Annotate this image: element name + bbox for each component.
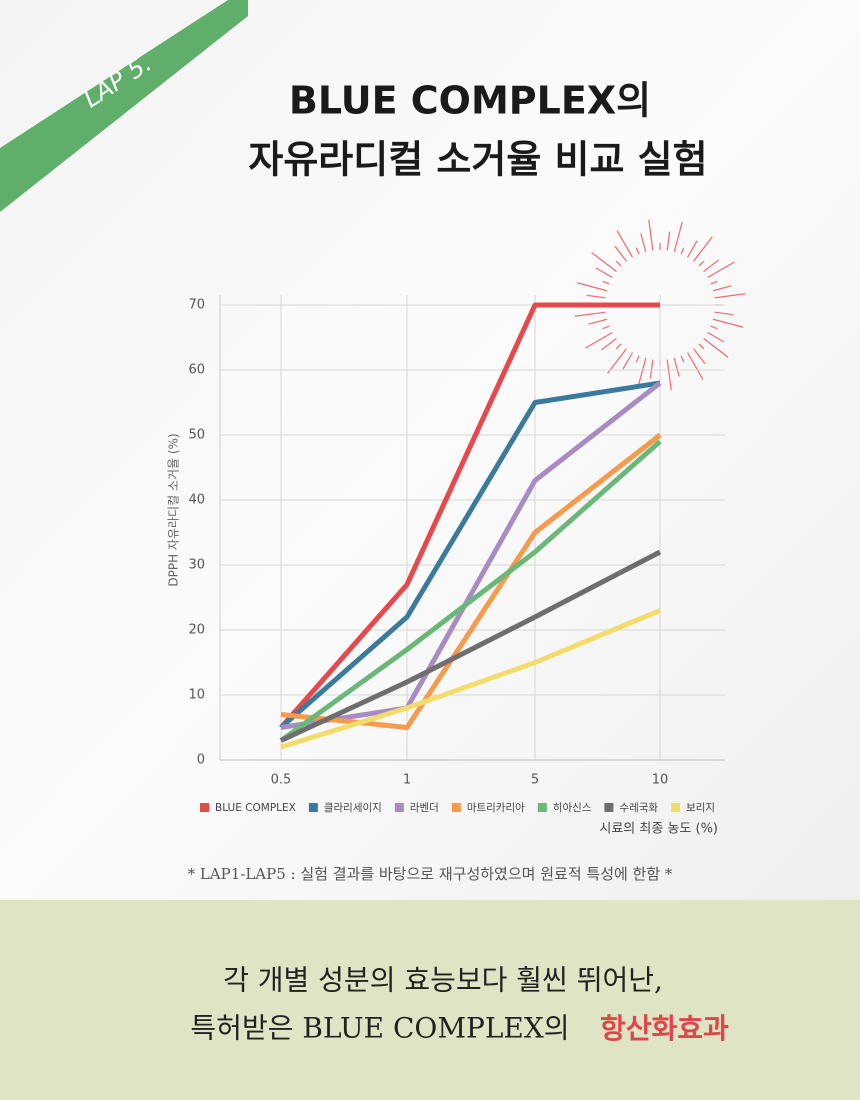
chart: 0 10 20 30 40 50 60 70 0.5 1 5 10 BLUE COMPLEX 클라리세이지… (188, 295, 725, 814)
burst-ray (710, 325, 718, 330)
legend-label: 클라리세이지 (324, 802, 382, 814)
legend-swatch (200, 803, 209, 812)
burst-ray (703, 259, 720, 272)
burst-ray (635, 247, 640, 255)
burst-ray (637, 357, 647, 389)
burst-ray (707, 331, 725, 343)
burst-ray (673, 221, 683, 253)
burst-ray (635, 355, 640, 363)
legend-label: 히아신스 (553, 802, 592, 814)
legend-swatch (308, 803, 318, 812)
burst-ray (698, 260, 705, 267)
series-line (279, 549, 662, 743)
burst-ray (693, 236, 713, 262)
burst-ray (602, 325, 610, 330)
legend-swatch (394, 803, 404, 812)
footer-line: 특허받은 BLUE COMPLEX의 (190, 1012, 569, 1045)
title: BLUE COMPLEX의 (289, 79, 651, 123)
burst-ray (615, 260, 622, 267)
burst-ray (712, 285, 732, 292)
burst-ray (648, 219, 654, 251)
title: 자유라디컬 소거율 비교 실험 (248, 138, 707, 182)
burst-ray (666, 231, 671, 251)
burst-ray (686, 240, 698, 258)
x-tick-label: 0.5 (271, 773, 292, 788)
burst-ray (616, 230, 634, 258)
legend-label: 수레국화 (619, 802, 658, 814)
burst-ray (666, 359, 672, 391)
note: * LAP1-LAP5 : 실험 결과를 바탕으로 재구성하였으며 원료적 특성… (188, 865, 673, 883)
burst-ray (574, 311, 606, 317)
legend-swatch (537, 803, 547, 812)
burst-ray (622, 352, 634, 370)
burst-ray (698, 343, 705, 350)
series-line (279, 439, 662, 743)
series-line (280, 608, 661, 750)
legend-swatch (451, 803, 461, 812)
burst-ray (712, 318, 744, 328)
burst-ray (673, 357, 680, 377)
legend-label: BLUE COMPLEX (215, 802, 296, 814)
legend-label: 라벤더 (410, 802, 439, 814)
ribbon (0, 0, 248, 212)
y-tick-label: 30 (188, 558, 205, 573)
series-line (280, 433, 662, 730)
burst-ray (588, 318, 608, 325)
x-tick-label: 1 (403, 773, 411, 788)
series-line (279, 302, 660, 730)
burst-ray (649, 359, 654, 379)
burst-ray (686, 352, 704, 380)
y-tick-label: 60 (188, 363, 205, 378)
legend-swatch (671, 803, 681, 812)
series-line (279, 380, 661, 730)
y-tick-label: 20 (188, 623, 205, 638)
burst-ray (614, 245, 627, 262)
burst-ray (693, 348, 706, 365)
x-tick-label: 5 (531, 773, 539, 788)
burst-ray (585, 331, 613, 349)
x-tick-label: 10 (652, 773, 669, 788)
background (0, 0, 860, 900)
burst-ray (586, 294, 606, 299)
footer-line: 각 개별 성분의 효능보다 훨씬 뛰어난, (223, 964, 663, 997)
y-tick-label: 0 (197, 753, 205, 768)
burst-ray (707, 261, 735, 279)
burst-ray (595, 267, 613, 279)
legend-swatch (604, 803, 614, 812)
legend-label: 마트리카리아 (467, 802, 525, 814)
y-tick-label: 70 (188, 298, 205, 313)
burst-ray (640, 233, 647, 253)
y-tick-label: 10 (188, 688, 205, 703)
burst-ray (607, 348, 627, 374)
series-line (280, 381, 662, 730)
y-tick-label: 40 (188, 493, 205, 508)
burst-ray (703, 338, 729, 358)
burst-ray (714, 311, 734, 316)
burst-ray (591, 252, 617, 272)
burst-ray (602, 280, 610, 285)
burst-ray (680, 247, 685, 255)
footer-highlight: 항산화효과 (600, 1012, 729, 1045)
y-axis-label: DPPH 자유라디컬 소거율 (%) (167, 433, 181, 586)
x-axis-label: 시료의 최종 농도 (%) (599, 822, 718, 837)
burst-ray (615, 343, 622, 350)
legend-label: 보리지 (686, 802, 715, 814)
burst-ray (714, 293, 746, 299)
burst-ray (576, 282, 608, 292)
burst-ray (680, 355, 685, 363)
burst-ray (710, 280, 718, 285)
y-tick-label: 50 (188, 428, 205, 443)
burst-ray (600, 338, 617, 351)
burst (574, 219, 746, 391)
footer-box (0, 900, 860, 1100)
